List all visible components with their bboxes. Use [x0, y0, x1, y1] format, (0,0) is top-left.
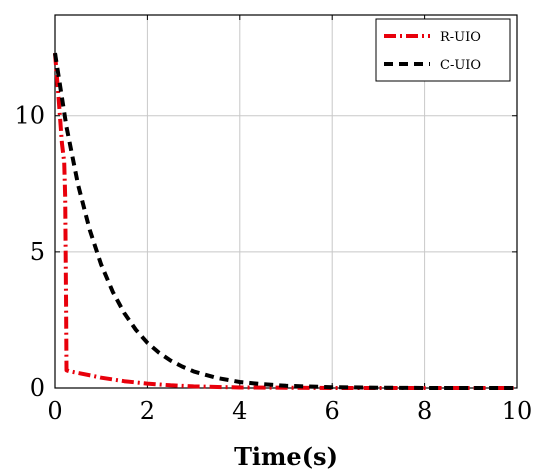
x-tick-label: 6 — [325, 397, 340, 425]
x-tick-label: 4 — [232, 397, 247, 425]
x-tick-label: 8 — [417, 397, 432, 425]
legend-label-r-uio: R-UIO — [440, 30, 481, 45]
x-tick-label: 10 — [502, 397, 533, 425]
y-tick-label: 0 — [30, 374, 45, 402]
y-tick-label: 5 — [30, 238, 45, 266]
series-line-c-uio — [53, 52, 517, 390]
x-tick-label: 2 — [140, 397, 155, 425]
legend-box — [375, 18, 511, 82]
legend: R-UIO C-UIO — [375, 18, 511, 82]
series-lines — [53, 52, 517, 390]
x-tick-label: 0 — [47, 397, 62, 425]
x-axis-label: Time(s) — [234, 442, 338, 471]
tick-labels: 0 2 4 6 8 10 0 5 10 — [14, 102, 532, 425]
legend-label-c-uio: C-UIO — [440, 58, 481, 73]
y-tick-label: 10 — [14, 102, 45, 130]
series-line-r-uio — [53, 52, 517, 390]
